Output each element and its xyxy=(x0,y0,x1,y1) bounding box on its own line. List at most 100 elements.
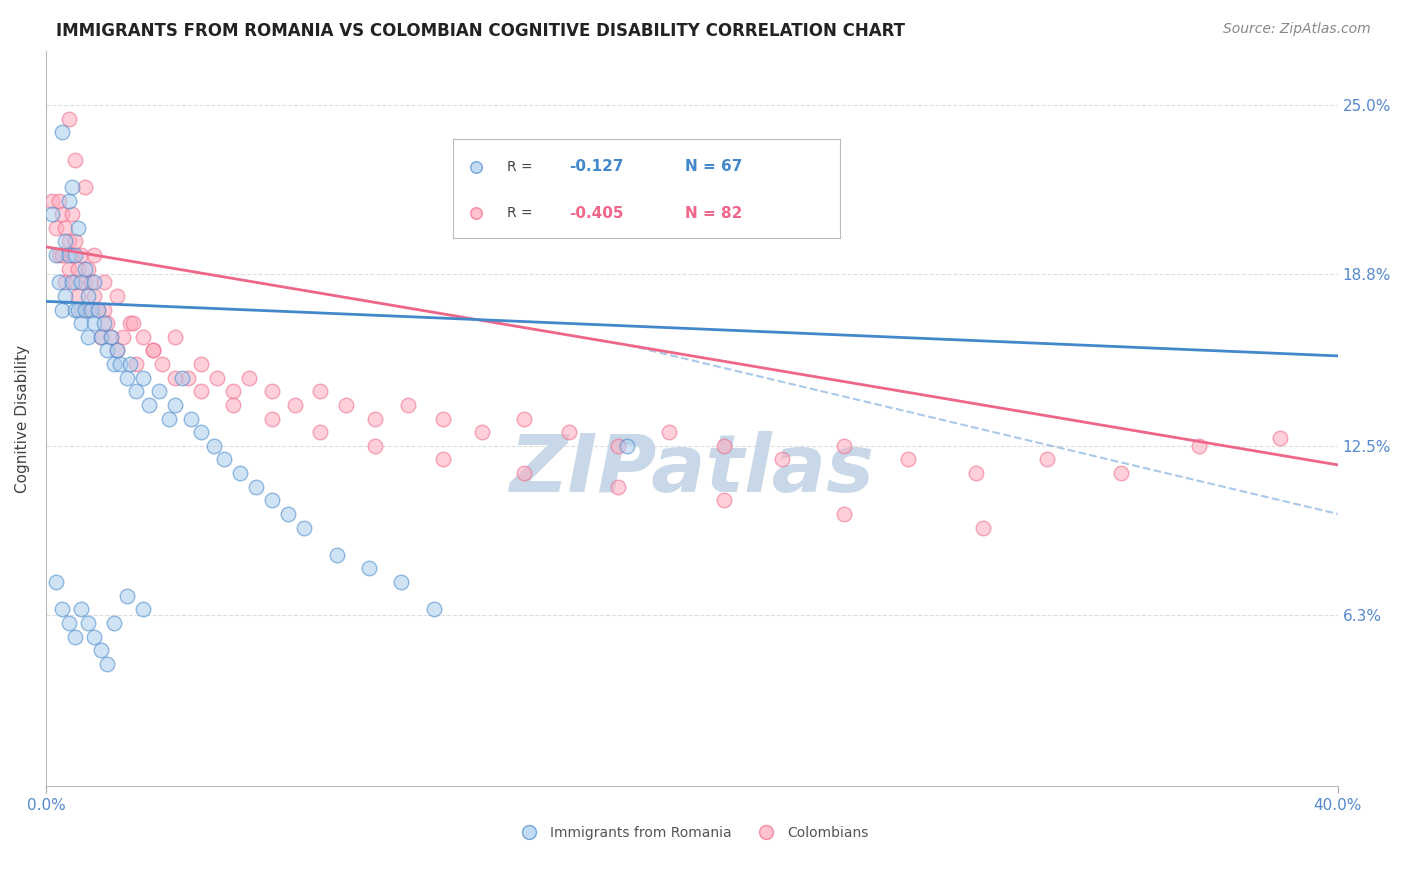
Point xyxy=(77,302,100,317)
Point xyxy=(45,248,67,262)
Point xyxy=(103,357,125,371)
Point xyxy=(277,507,299,521)
Point xyxy=(190,384,212,399)
Point xyxy=(141,343,163,358)
Point xyxy=(100,330,122,344)
Point xyxy=(53,289,76,303)
Point xyxy=(63,153,86,167)
Point xyxy=(260,411,283,425)
Point xyxy=(432,452,454,467)
Text: ZIPatlas: ZIPatlas xyxy=(509,431,875,509)
Point xyxy=(63,235,86,249)
Point xyxy=(364,439,387,453)
Point xyxy=(132,330,155,344)
Point xyxy=(51,302,73,317)
Point xyxy=(132,602,155,616)
Point xyxy=(63,630,86,644)
Point xyxy=(83,275,105,289)
Point xyxy=(70,275,93,289)
Point xyxy=(86,302,108,317)
Point xyxy=(965,466,987,480)
Point xyxy=(396,398,419,412)
Point xyxy=(58,261,80,276)
Point xyxy=(157,411,180,425)
Text: Source: ZipAtlas.com: Source: ZipAtlas.com xyxy=(1223,22,1371,37)
Point xyxy=(118,316,141,330)
Point xyxy=(41,207,63,221)
Point xyxy=(53,275,76,289)
Point xyxy=(80,302,103,317)
Point xyxy=(67,220,90,235)
Y-axis label: Cognitive Disability: Cognitive Disability xyxy=(15,344,30,492)
Point xyxy=(51,248,73,262)
Point xyxy=(67,289,90,303)
Point xyxy=(1188,439,1211,453)
Point xyxy=(96,657,118,671)
Point xyxy=(96,343,118,358)
Point xyxy=(165,330,187,344)
Point xyxy=(51,207,73,221)
Point xyxy=(58,248,80,262)
Point xyxy=(70,248,93,262)
Point xyxy=(86,302,108,317)
Point xyxy=(90,643,112,657)
Point xyxy=(202,439,225,453)
Point xyxy=(48,194,70,208)
Text: IMMIGRANTS FROM ROMANIA VS COLOMBIAN COGNITIVE DISABILITY CORRELATION CHART: IMMIGRANTS FROM ROMANIA VS COLOMBIAN COG… xyxy=(56,22,905,40)
Point xyxy=(125,384,148,399)
Point xyxy=(60,180,83,194)
Point xyxy=(325,548,347,562)
Point xyxy=(48,248,70,262)
Point xyxy=(53,235,76,249)
Point xyxy=(292,520,315,534)
Point xyxy=(51,125,73,139)
Point xyxy=(73,261,96,276)
Point xyxy=(51,602,73,616)
Point xyxy=(357,561,380,575)
Point xyxy=(616,439,638,453)
Point xyxy=(658,425,681,440)
Point xyxy=(606,480,628,494)
Point xyxy=(83,630,105,644)
Point xyxy=(67,302,90,317)
Point xyxy=(832,439,855,453)
Point xyxy=(73,180,96,194)
Point xyxy=(180,411,202,425)
Point xyxy=(309,384,332,399)
Point xyxy=(238,370,260,384)
Point xyxy=(972,520,994,534)
Point xyxy=(1036,452,1059,467)
Point xyxy=(77,289,100,303)
Point xyxy=(141,343,163,358)
Point xyxy=(606,439,628,453)
Point xyxy=(105,289,128,303)
Point xyxy=(41,194,63,208)
Point xyxy=(422,602,444,616)
Point xyxy=(284,398,307,412)
Point xyxy=(177,370,200,384)
Point xyxy=(58,615,80,630)
Point xyxy=(471,425,494,440)
Point xyxy=(105,343,128,358)
Point xyxy=(212,452,235,467)
Point xyxy=(335,398,357,412)
Point xyxy=(63,275,86,289)
Point xyxy=(115,370,138,384)
Point xyxy=(260,493,283,508)
Point xyxy=(60,248,83,262)
Point xyxy=(90,330,112,344)
Point xyxy=(93,275,115,289)
Point xyxy=(60,275,83,289)
Point xyxy=(83,316,105,330)
Point xyxy=(260,384,283,399)
Point xyxy=(222,384,245,399)
Point xyxy=(1268,431,1291,445)
Point xyxy=(118,357,141,371)
Point xyxy=(77,261,100,276)
Point xyxy=(100,330,122,344)
Point xyxy=(148,384,170,399)
Point xyxy=(45,220,67,235)
Point xyxy=(112,330,135,344)
Point xyxy=(132,370,155,384)
Point xyxy=(832,507,855,521)
